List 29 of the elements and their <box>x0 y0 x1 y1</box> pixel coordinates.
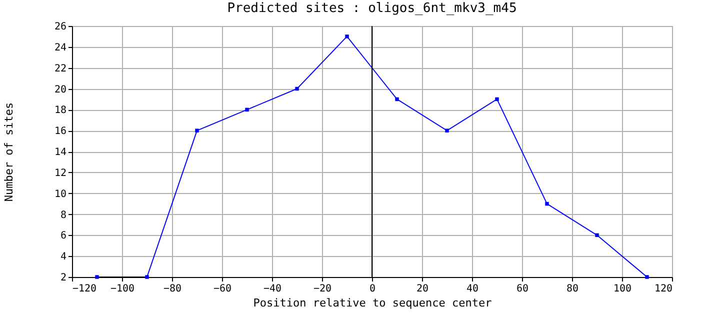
x-tick-label: −40 <box>263 284 282 294</box>
y-tick-label: 18 <box>54 105 66 116</box>
x-tick-label: 100 <box>613 284 632 294</box>
y-tick-label: 2 <box>60 272 66 284</box>
y-tick-label: 8 <box>60 210 66 221</box>
y-tick-label: 10 <box>54 188 66 200</box>
x-tick-label: 40 <box>466 284 479 294</box>
y-tick-label: 14 <box>54 147 66 158</box>
y-tick-label: 22 <box>54 63 66 74</box>
y-axis-title: Number of sites <box>2 102 16 202</box>
x-tick-label: 120 <box>654 284 672 294</box>
x-tick-label: 0 <box>369 284 376 294</box>
x-tick-label: −80 <box>163 284 182 294</box>
x-axis-title: Position relative to sequence center <box>253 296 492 310</box>
x-tick-label: 20 <box>416 284 429 294</box>
y-tick-label: 4 <box>60 252 66 263</box>
x-tick-label: 80 <box>566 284 579 294</box>
y-tick-label: 16 <box>54 126 66 138</box>
chart-title: Predicted sites : oligos_6nt_mkv3_m45 <box>227 1 517 16</box>
x-tick-label: 60 <box>516 284 529 294</box>
y-tick-label: 6 <box>60 230 66 242</box>
y-tick-label: 20 <box>54 84 66 96</box>
x-tick-label: −20 <box>313 284 332 294</box>
y-tick-label: 26 <box>54 22 66 32</box>
x-tick-label: −60 <box>213 284 232 294</box>
y-tick-label: 24 <box>54 42 66 54</box>
x-tick-label: −100 <box>110 284 135 294</box>
x-tick-label: −120 <box>72 284 97 294</box>
y-tick-label: 12 <box>54 168 66 179</box>
